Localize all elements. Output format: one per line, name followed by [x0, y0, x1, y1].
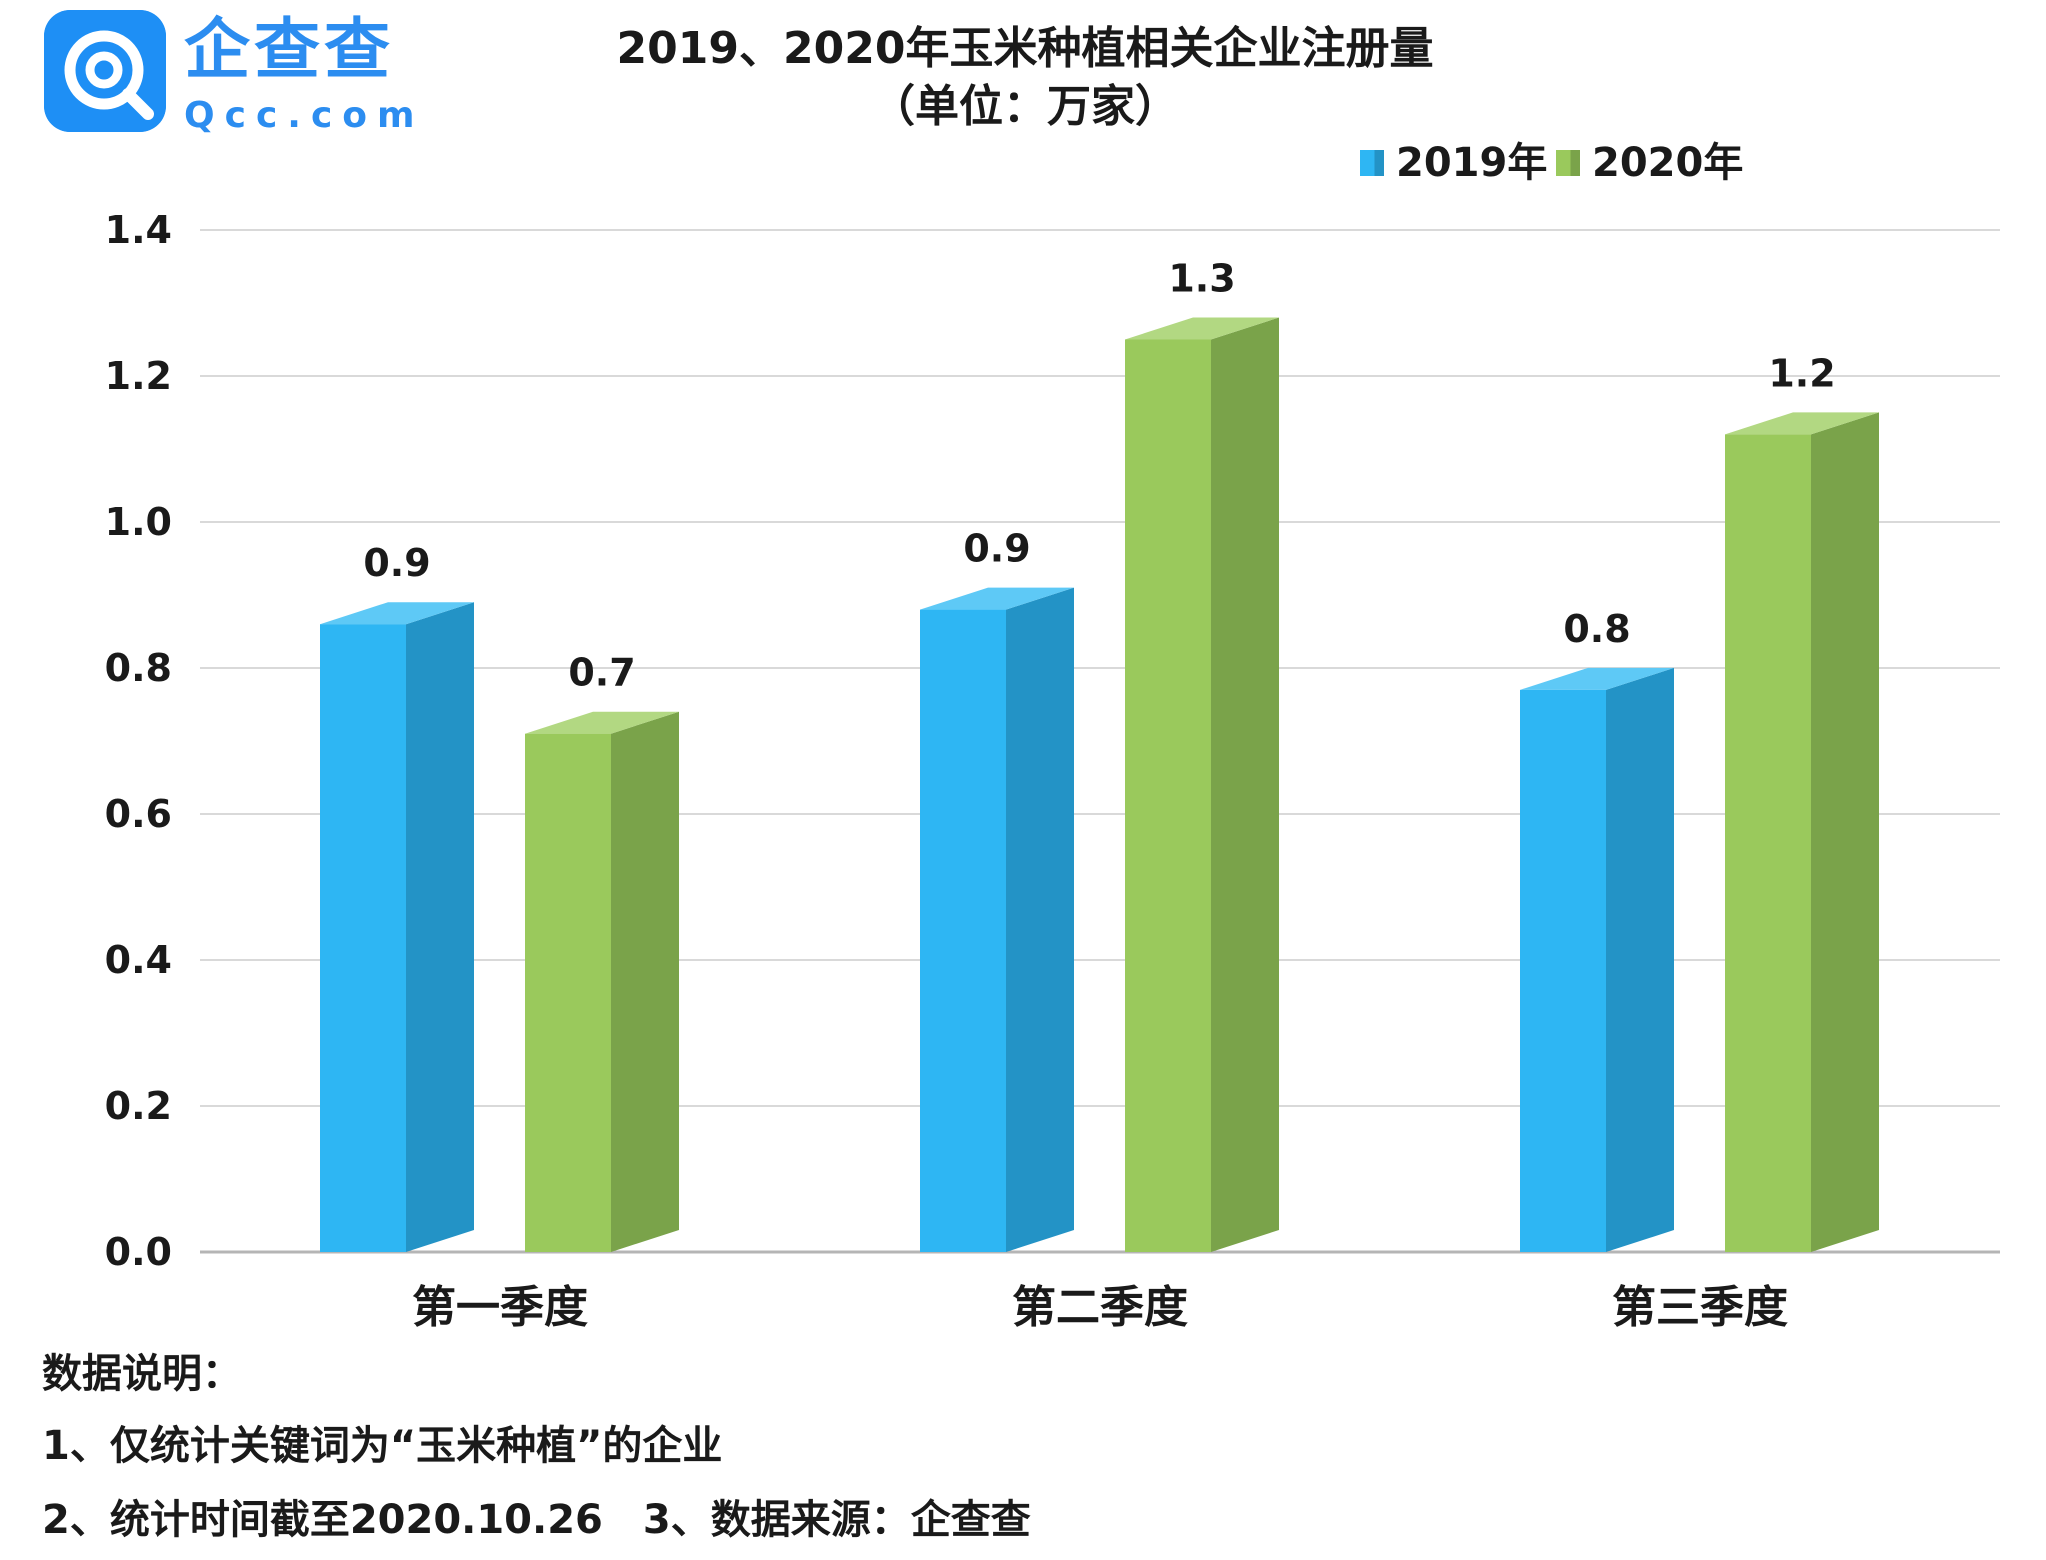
y-tick-label: 0.6: [105, 792, 172, 836]
bar-top-face: [920, 587, 1074, 610]
data-label: 0.8: [1563, 607, 1630, 651]
bar-side-face: [1606, 667, 1674, 1252]
bar-side-face: [1006, 587, 1074, 1252]
y-tick-label: 0.2: [105, 1084, 172, 1128]
legend-swatch-2019: [1360, 150, 1384, 176]
bar: [525, 733, 611, 1252]
bar: [320, 624, 406, 1252]
bar: [1725, 434, 1811, 1252]
legend-item-2019: 2019年: [1360, 138, 1547, 188]
bar-top-face: [1125, 317, 1279, 340]
y-tick-label: 0.4: [105, 938, 172, 982]
x-category-label: 第二季度: [1012, 1282, 1188, 1333]
chart-title: 2019、2020年玉米种植相关企业注册量: [616, 23, 1434, 74]
bar-side-face: [1811, 412, 1879, 1252]
legend-label-2019: 2019年: [1396, 140, 1548, 186]
note-data-source: 3、数据来源：企查查: [642, 1497, 1031, 1543]
data-label: 1.2: [1768, 351, 1835, 395]
y-tick-label: 1.4: [105, 208, 172, 252]
brand-name: 企查查: [184, 11, 394, 88]
brand-domain: Qcc.com: [184, 95, 425, 136]
data-label: 0.9: [363, 541, 430, 585]
bar-side-face: [406, 602, 474, 1252]
legend-label-2020: 2020年: [1592, 140, 1744, 186]
bar-top-face: [1520, 667, 1674, 690]
data-label: 1.3: [1168, 257, 1235, 301]
chart-subtitle: （单位：万家）: [871, 81, 1179, 132]
bar-side-face: [611, 711, 679, 1252]
bar-top-face: [320, 602, 474, 625]
note-cutoff-date: 2、统计时间截至2020.10.26: [42, 1497, 603, 1543]
bar-side-face: [1211, 317, 1279, 1252]
y-tick-label: 0.0: [105, 1230, 172, 1274]
x-category-label: 第三季度: [1612, 1282, 1788, 1333]
y-tick-label: 1.0: [105, 500, 172, 544]
bar: [1520, 689, 1606, 1252]
notes-row: 2、统计时间截至2020.10.26 3、数据来源：企查查: [42, 1492, 1031, 1548]
bar: [920, 609, 1006, 1252]
x-category-label: 第一季度: [412, 1282, 588, 1333]
legend-swatch-2020: [1556, 150, 1580, 176]
data-label: 0.9: [963, 527, 1030, 571]
y-tick-label: 0.8: [105, 646, 172, 690]
qcc-logo-icon: [44, 10, 166, 132]
legend-item-2020: 2020年: [1556, 138, 1743, 188]
bar-top-face: [525, 711, 679, 734]
notes-heading: 数据说明：: [42, 1351, 242, 1397]
bar: [1125, 339, 1211, 1252]
bar-top-face: [1725, 412, 1879, 435]
note-keyword: 1、仅统计关键词为“玉米种植”的企业: [42, 1423, 723, 1469]
brand-logo: 企查查 Qcc.com: [44, 10, 415, 140]
data-label: 0.7: [568, 651, 635, 695]
y-tick-label: 1.2: [105, 354, 172, 398]
